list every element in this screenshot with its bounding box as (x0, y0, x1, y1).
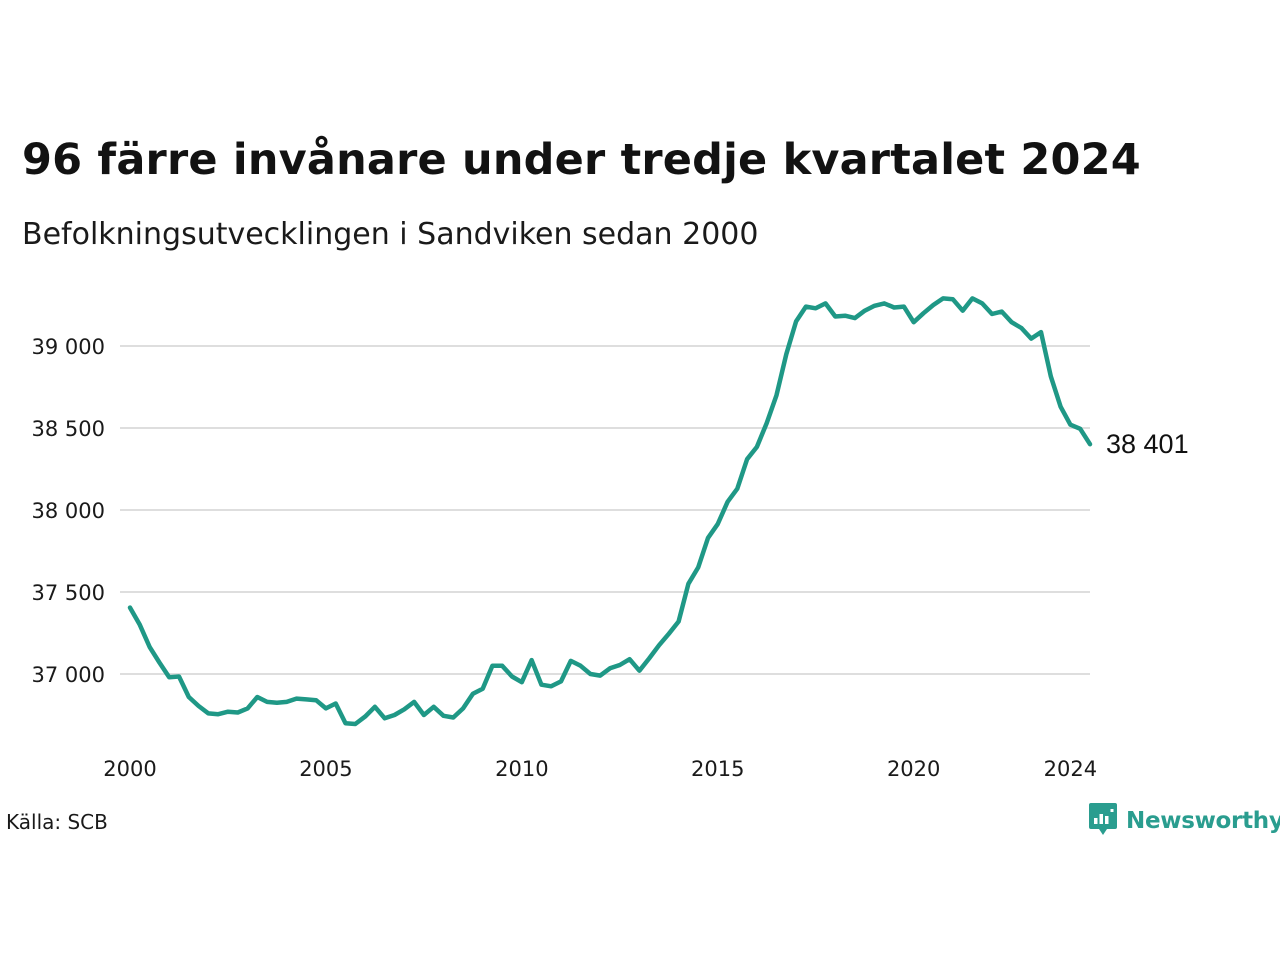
x-tick-label: 2024 (1044, 757, 1097, 781)
brand-logo[interactable]: Newsworthy (1088, 803, 1280, 839)
y-tick-label: 37 500 (32, 581, 105, 605)
y-tick-label: 38 500 (32, 417, 105, 441)
x-tick-label: 2005 (299, 757, 352, 781)
source-note: Källa: SCB (6, 810, 108, 834)
grid-layer (120, 345, 1090, 675)
series-layer (127, 296, 1093, 727)
x-tick-label: 2010 (495, 757, 548, 781)
y-tick-label: 38 000 (32, 499, 105, 523)
y-axis-tick-labels: 37 000 37 500 38 000 38 500 39 000 (32, 335, 105, 687)
chart-subtitle: Befolkningsutvecklingen i Sandviken seda… (22, 217, 759, 252)
newsworthy-logo-icon (1088, 801, 1118, 841)
series-line (127, 296, 1093, 727)
x-tick-label: 2000 (103, 757, 156, 781)
end-value-label: 38 401 (1106, 429, 1189, 459)
x-tick-label: 2020 (887, 757, 940, 781)
x-tick-label: 2015 (691, 757, 744, 781)
x-axis-tick-labels: 2000 2005 2010 2015 2020 2024 (103, 757, 1097, 781)
y-tick-label: 39 000 (32, 335, 105, 359)
chart-title: 96 färre invånare under tredje kvartalet… (22, 135, 1141, 185)
brand-name: Newsworthy (1126, 808, 1280, 834)
y-tick-label: 37 000 (32, 663, 105, 687)
end-label-layer: 38 401 (1106, 429, 1189, 459)
